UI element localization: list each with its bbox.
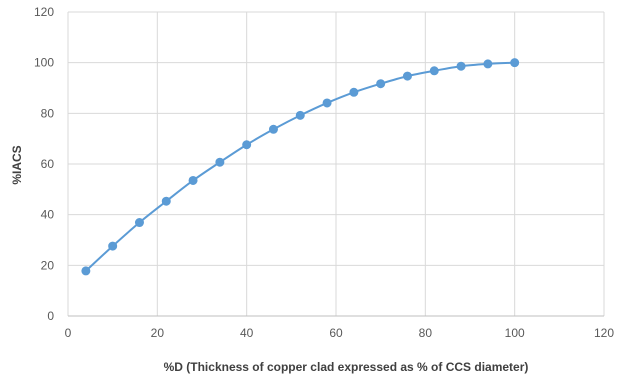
data-point <box>510 58 520 68</box>
data-series <box>81 58 520 276</box>
data-point <box>376 79 386 89</box>
data-point <box>268 124 278 134</box>
series-line <box>85 61 515 272</box>
data-point <box>161 196 171 206</box>
y-tick-label: 80 <box>41 106 55 120</box>
data-point <box>188 175 198 185</box>
x-tick-label: 100 <box>505 326 525 340</box>
x-tick-labels: 0 20 40 60 80 100 120 <box>65 326 615 340</box>
data-point <box>456 61 466 71</box>
data-point <box>81 266 91 276</box>
data-point <box>134 218 144 228</box>
y-tick-label: 100 <box>34 56 54 70</box>
x-tick-label: 60 <box>329 326 343 340</box>
data-point <box>242 140 252 150</box>
data-point <box>429 66 439 76</box>
y-axis-title: %IACS <box>10 145 24 184</box>
y-tick-label: 0 <box>47 309 54 323</box>
gridlines <box>67 11 605 317</box>
x-tick-label: 120 <box>594 326 614 340</box>
data-point <box>322 98 332 108</box>
x-tick-label: 20 <box>151 326 165 340</box>
x-axis-title: %D (Thickness of copper clad expressed a… <box>164 360 529 374</box>
x-tick-label: 80 <box>419 326 433 340</box>
data-point <box>483 59 493 69</box>
y-tick-label: 40 <box>41 208 55 222</box>
x-tick-label: 40 <box>240 326 254 340</box>
y-tick-label: 20 <box>41 258 55 272</box>
data-point <box>349 87 359 97</box>
data-point <box>295 110 305 120</box>
data-point <box>108 241 118 251</box>
y-tick-label: 60 <box>41 157 55 171</box>
data-point <box>402 71 412 81</box>
y-tick-labels: 0 20 40 60 80 100 120 <box>34 5 54 323</box>
data-point <box>215 157 225 167</box>
y-tick-label: 120 <box>34 5 54 19</box>
x-tick-label: 0 <box>65 326 72 340</box>
